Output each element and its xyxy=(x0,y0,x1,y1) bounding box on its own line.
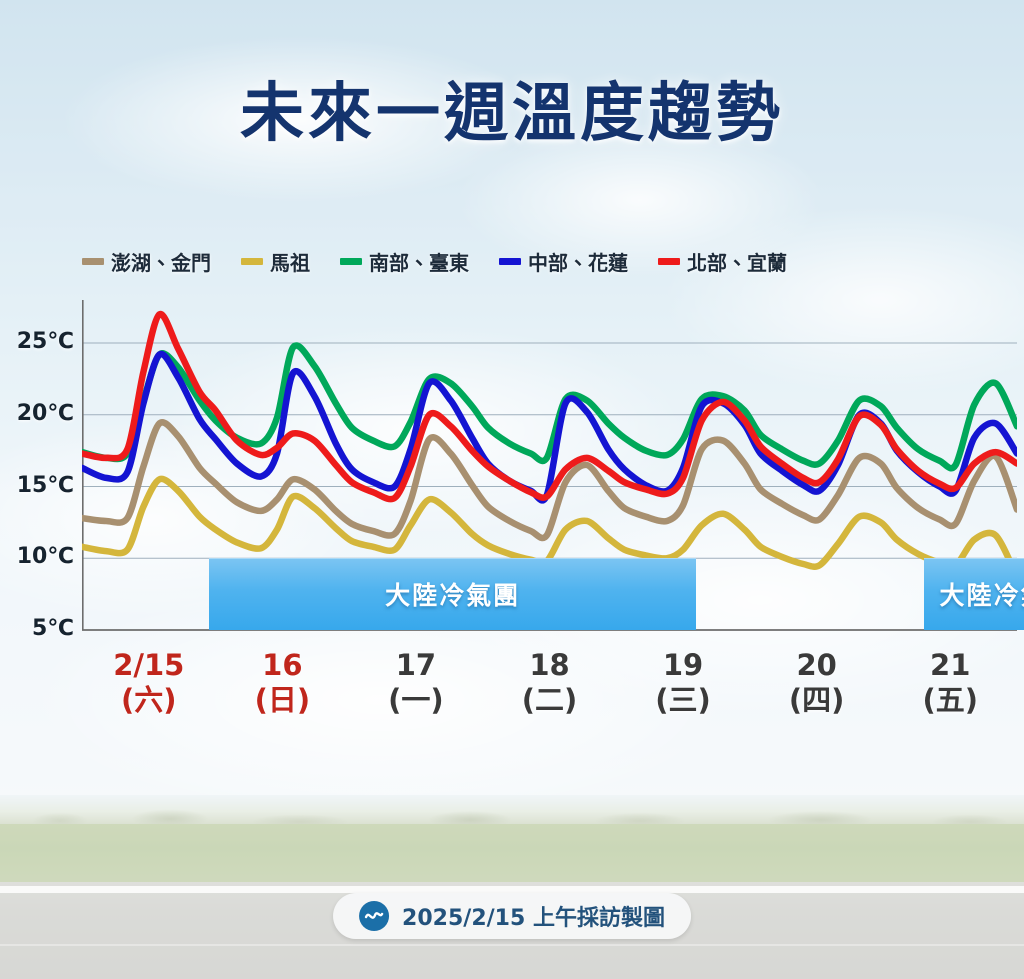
chart-legend: 澎湖、金門 馬祖 南部、臺東 中部、花蓮 北部、宜蘭 xyxy=(82,246,962,276)
legend-item-penghu-kinmen[interactable]: 澎湖、金門 xyxy=(82,247,211,276)
runway-seam xyxy=(0,944,1024,946)
y-axis-tick-label: 25℃ xyxy=(16,329,74,355)
x-axis-date: 2/15 xyxy=(113,648,185,682)
x-axis-date: 21 xyxy=(930,648,971,682)
cold-air-mass-label: 大陸冷氣團 xyxy=(939,581,1024,611)
grass-field xyxy=(0,824,1024,884)
legend-label: 南部、臺東 xyxy=(369,250,469,275)
y-axis: 5℃ 10℃ 15℃ 20℃ 25℃ xyxy=(0,300,74,645)
legend-label: 馬祖 xyxy=(270,250,310,275)
legend-swatch-icon xyxy=(241,257,263,265)
y-axis-tick-label: 10℃ xyxy=(16,544,74,570)
x-axis-date-label: 18 (二) xyxy=(490,648,610,718)
legend-item-matsu[interactable]: 馬祖 xyxy=(241,247,310,276)
legend-swatch-icon xyxy=(340,257,362,265)
x-axis: 2/15 (六) 16 (日) 17 (一) 18 (二) 19 (三) 20 (四) 21 (五) xyxy=(82,648,1017,728)
x-axis-weekday: (二) xyxy=(521,683,578,717)
weather-bureau-logo-icon xyxy=(359,901,390,931)
legend-item-central-hualien[interactable]: 中部、花蓮 xyxy=(499,247,628,276)
x-axis-date-label: 17 (一) xyxy=(356,648,476,718)
x-axis-date: 20 xyxy=(796,648,837,682)
chart-canvas xyxy=(82,300,1017,631)
y-axis-tick-label: 20℃ xyxy=(16,400,74,426)
legend-swatch-icon xyxy=(499,257,521,265)
cold-air-mass-label: 大陸冷氣團 xyxy=(385,581,521,611)
x-axis-date: 17 xyxy=(395,648,437,682)
legend-item-north-yilan[interactable]: 北部、宜蘭 xyxy=(658,247,787,276)
x-axis-date-label: 2/15 (六) xyxy=(89,648,209,718)
chart-series-line xyxy=(82,311,1017,503)
x-axis-date: 16 xyxy=(262,648,303,682)
x-axis-date-label: 19 (三) xyxy=(623,648,743,718)
x-axis-weekday: (五) xyxy=(922,683,978,717)
x-axis-weekday: (六) xyxy=(121,683,177,717)
footer-text: 2025/2/15 上午採訪製圖 xyxy=(402,906,665,931)
legend-label: 澎湖、金門 xyxy=(111,250,211,275)
footer-credit: 2025/2/15 上午採訪製圖 xyxy=(333,893,691,939)
cold-air-mass-band-1: 大陸冷氣團 xyxy=(208,558,697,630)
chart-series-line xyxy=(82,419,1017,542)
y-axis-tick-label: 15℃ xyxy=(16,472,74,498)
runway-marking xyxy=(0,886,1024,893)
x-axis-weekday: (三) xyxy=(655,683,711,717)
x-axis-date-label: 20 (四) xyxy=(757,648,877,718)
y-axis-tick-label: 5℃ xyxy=(32,616,74,641)
x-axis-date: 18 xyxy=(529,648,570,682)
temperature-trend-chart xyxy=(82,300,1017,631)
x-axis-weekday: (日) xyxy=(254,683,311,717)
legend-swatch-icon xyxy=(82,257,104,265)
x-axis-date-label: 21 (五) xyxy=(890,648,1010,718)
x-axis-weekday: (一) xyxy=(388,683,444,717)
page-title: 未來一週溫度趨勢 xyxy=(240,77,784,151)
legend-item-south-taitung[interactable]: 南部、臺東 xyxy=(340,247,469,276)
legend-label: 中部、花蓮 xyxy=(528,250,628,275)
cold-air-mass-band-2: 大陸冷氣團 xyxy=(923,558,1024,630)
legend-label: 北部、宜蘭 xyxy=(687,250,787,275)
x-axis-weekday: (四) xyxy=(788,683,845,717)
x-axis-date: 19 xyxy=(662,648,704,682)
legend-swatch-icon xyxy=(658,257,680,265)
x-axis-date-label: 16 (日) xyxy=(222,648,342,718)
